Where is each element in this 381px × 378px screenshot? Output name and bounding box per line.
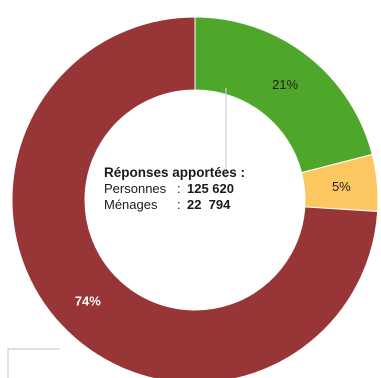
center-row-households: Ménages:22 794 xyxy=(104,197,294,213)
persons-value: 125 620 xyxy=(187,181,234,196)
center-row-persons: Personnes:125 620 xyxy=(104,181,294,197)
households-sep: : xyxy=(177,197,181,212)
donut-slices xyxy=(11,16,379,378)
donut-center-summary: Réponses apportées : Personnes:125 620 M… xyxy=(104,165,294,213)
slice-label-74: 74% xyxy=(75,294,101,309)
slice-label-5: 5% xyxy=(332,179,351,194)
donut-slice-21 xyxy=(194,16,373,174)
persons-sep: : xyxy=(177,181,181,196)
slice-label-21: 21% xyxy=(272,77,298,92)
slice-labels: 21% 5% 74% xyxy=(75,77,351,309)
leader-line-74 xyxy=(7,348,60,378)
donut-slice-74 xyxy=(11,16,379,378)
center-title: Réponses apportées : xyxy=(104,165,246,180)
leader-lines xyxy=(7,88,227,378)
households-label: Ménages xyxy=(104,197,158,212)
households-value: 22 794 xyxy=(187,197,231,212)
persons-label: Personnes xyxy=(104,181,167,196)
